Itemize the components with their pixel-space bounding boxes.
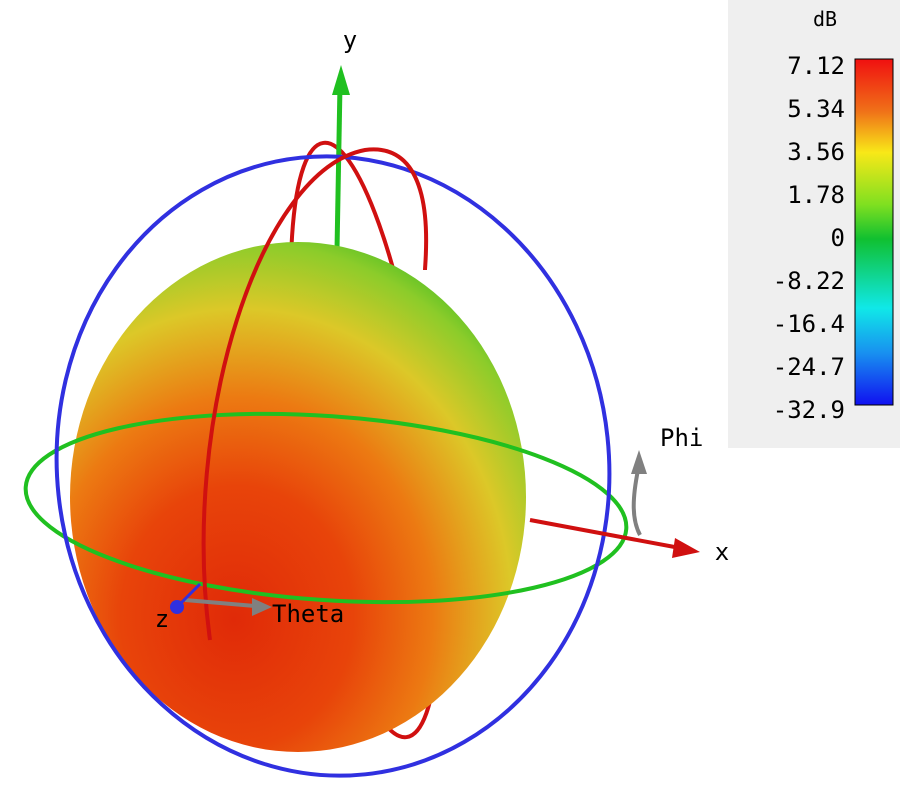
theta-ring-front bbox=[201, 147, 429, 641]
theta-direction bbox=[184, 598, 256, 608]
y-arrow bbox=[332, 65, 350, 95]
colorbar-label: 0 bbox=[831, 224, 845, 252]
x-arrow bbox=[672, 538, 700, 558]
theta-arrow bbox=[252, 598, 272, 616]
y-axis bbox=[334, 84, 343, 251]
phi-ring bbox=[23, 411, 629, 605]
phi-arrow bbox=[631, 450, 647, 474]
theta-label: Theta bbox=[272, 600, 344, 628]
z-dot bbox=[170, 600, 184, 614]
x-axis bbox=[529, 518, 681, 550]
outer-ring bbox=[54, 154, 612, 778]
colorbar: dB 7.12 5.34 3.56 1.78 0 -8.22 -16.4 -24.7 -32.9 bbox=[728, 0, 900, 448]
colorbar-label: 5.34 bbox=[787, 95, 845, 123]
colorbar-label: -24.7 bbox=[773, 353, 845, 381]
z-label: z bbox=[155, 605, 169, 633]
colorbar-scale bbox=[854, 58, 894, 406]
phi-direction bbox=[631, 469, 642, 536]
colorbar-unit: dB bbox=[813, 7, 837, 31]
phi-label: Phi bbox=[660, 424, 703, 452]
colorbar-label: 7.12 bbox=[787, 52, 845, 80]
y-label: y bbox=[343, 26, 357, 54]
colorbar-label: -16.4 bbox=[773, 310, 845, 338]
colorbar-label: -32.9 bbox=[773, 396, 845, 424]
colorbar-label: -8.22 bbox=[773, 267, 845, 295]
colorbar-label: 3.56 bbox=[787, 138, 845, 166]
x-label: x bbox=[715, 538, 729, 566]
radiation-pattern bbox=[70, 242, 526, 752]
colorbar-label: 1.78 bbox=[787, 181, 845, 209]
